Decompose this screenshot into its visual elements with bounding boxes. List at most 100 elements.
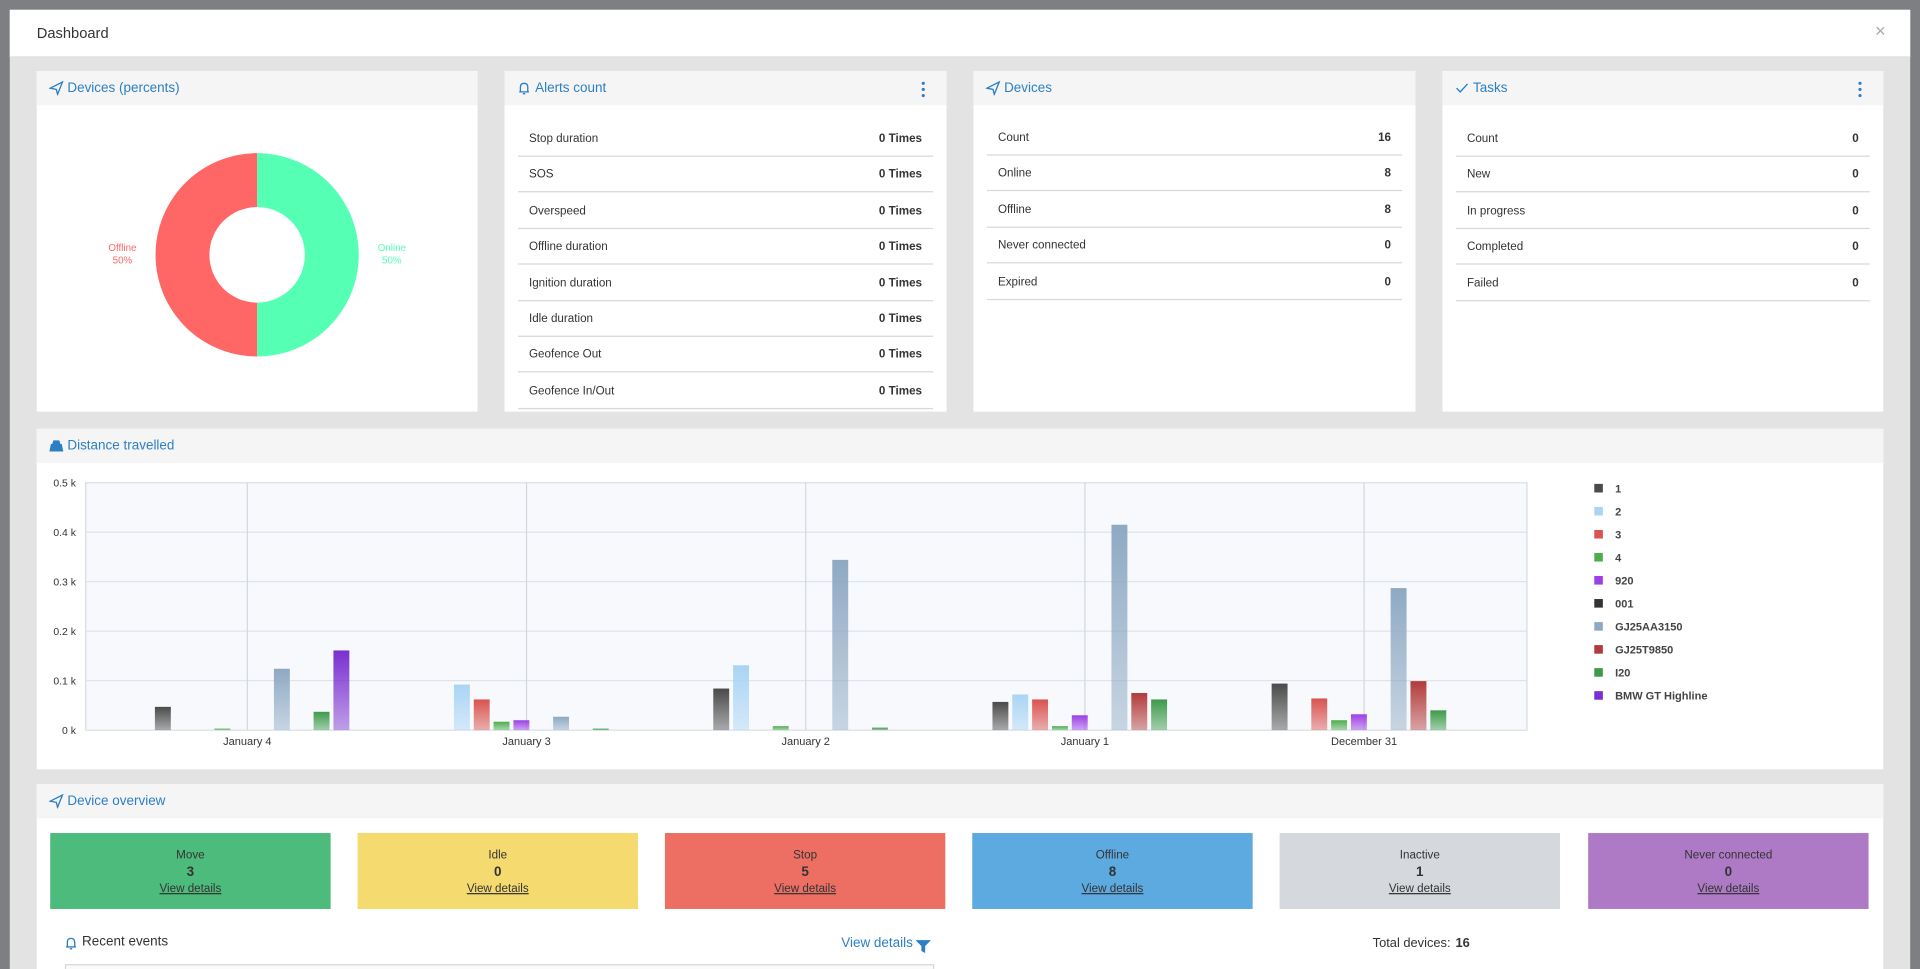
table-row: Expired 0	[986, 263, 1403, 300]
row-value: 8	[1384, 167, 1392, 181]
menu-dot	[921, 87, 925, 92]
icon	[1456, 83, 1469, 93]
y-tick-label: 0.2 k	[53, 627, 76, 638]
legend-label: 3	[1615, 530, 1621, 542]
card-link[interactable]: View details	[774, 882, 837, 896]
legend-swatch	[1594, 599, 1603, 608]
bar	[513, 720, 530, 731]
menu-button[interactable]	[920, 81, 927, 98]
bar	[592, 728, 609, 731]
row-value: 0	[1852, 276, 1859, 290]
card-count: 5	[801, 864, 809, 880]
menu-button[interactable]	[1856, 81, 1863, 98]
row-value: 0	[1384, 239, 1392, 253]
status-card: Inactive 1 View details	[1279, 833, 1561, 909]
view-details-link[interactable]: View details	[841, 935, 913, 951]
card-link[interactable]: View details	[1388, 882, 1451, 896]
row-value: 0 Times	[878, 204, 923, 218]
row-value: 0	[1852, 240, 1859, 254]
bar	[154, 706, 171, 731]
row-value: 0 Times	[878, 384, 923, 398]
widget: Tasks Count 0 New 0 In progress 0 Completed 0 Fai…	[1442, 71, 1884, 412]
close-button[interactable]: ×	[1874, 20, 1886, 42]
row-value: 0 Times	[878, 348, 923, 362]
card-label: Inactive	[1399, 848, 1440, 863]
row-label: Expired	[997, 275, 1038, 289]
icon	[49, 440, 64, 452]
legend-label: 920	[1615, 576, 1633, 588]
row-value: 0 Times	[878, 276, 923, 290]
bar	[1151, 699, 1168, 731]
row-label: Count	[997, 131, 1030, 145]
table-row: Count 0	[1455, 120, 1870, 157]
bar	[1390, 588, 1407, 731]
donut-slice	[155, 153, 258, 357]
table-row: Failed 0	[1455, 264, 1870, 301]
bar	[713, 688, 730, 731]
table-row: Geofence Out 0 Times	[517, 336, 934, 373]
x-tick-label: January 1	[1061, 736, 1109, 748]
widget-header: Distance travelled	[36, 428, 1884, 464]
slice-label: Online	[378, 243, 406, 254]
row-label: Online	[997, 167, 1032, 181]
row-label: Ignition duration	[528, 276, 612, 290]
bar	[1331, 720, 1348, 731]
card-link[interactable]: View details	[466, 882, 529, 896]
bar	[1032, 699, 1049, 731]
row-value: 0	[1852, 204, 1859, 218]
icon	[519, 82, 529, 95]
legend-swatch	[1594, 691, 1603, 700]
y-tick-label: 0.1 k	[53, 676, 76, 687]
icon-shape	[48, 80, 64, 96]
table-row: Completed 0	[1455, 228, 1870, 265]
bar	[1410, 681, 1427, 731]
x-tick-label: January 4	[223, 736, 271, 748]
card-label: Stop	[793, 848, 818, 863]
row-value: 0 Times	[878, 168, 923, 182]
bar	[1430, 710, 1447, 731]
row-label: Idle duration	[528, 312, 594, 326]
widget: Devices Count 16 Online 8 Offline 8 Never conne…	[973, 71, 1416, 412]
card-link[interactable]: View details	[1081, 882, 1144, 896]
row-label: Stop duration	[528, 132, 599, 146]
status-card: Never connected 0 View details	[1588, 833, 1869, 909]
bar	[832, 559, 849, 731]
donut-slice	[257, 153, 359, 357]
bar	[772, 726, 789, 731]
icon	[48, 793, 64, 809]
table-row: Never connected 0	[986, 227, 1403, 264]
icon	[48, 80, 64, 96]
row-label: Offline duration	[528, 240, 608, 254]
table-row: SOS 0 Times	[517, 156, 934, 193]
table-row: Geofence In/Out 0 Times	[517, 372, 934, 409]
bar	[313, 711, 330, 731]
status-card: Offline 8 View details	[972, 833, 1253, 909]
widget-title: Devices (percents)	[67, 80, 180, 96]
card-count: 3	[186, 864, 195, 880]
widget-title: Devices	[1004, 80, 1052, 96]
widget-title: Tasks	[1473, 80, 1508, 96]
bar	[1012, 694, 1029, 731]
card-link[interactable]: View details	[159, 882, 222, 896]
card-link[interactable]: View details	[1697, 882, 1760, 896]
status-card: Idle 0 View details	[357, 833, 638, 909]
icon-shape	[915, 940, 931, 953]
bar	[333, 650, 350, 731]
row-value: 0	[1852, 168, 1859, 182]
row-label: New	[1466, 168, 1491, 182]
card-count: 1	[1416, 864, 1424, 880]
table-row: Offline duration 0 Times	[517, 228, 934, 265]
widget-header: Devices (percents)	[36, 71, 478, 106]
bar	[1051, 726, 1068, 731]
widget-header: Devices	[973, 71, 1416, 106]
icon	[66, 937, 76, 950]
legend-label: I20	[1615, 668, 1630, 680]
bar	[214, 728, 231, 731]
legend-swatch	[1594, 645, 1603, 654]
row-value: 0 Times	[878, 312, 923, 326]
bar-chart: 0 k 0.1 k 0.2 k 0.3 k 0.4 k 0.5 k January 4 Jan…	[53, 478, 1707, 748]
bar	[1131, 692, 1148, 731]
bar	[1311, 698, 1328, 731]
